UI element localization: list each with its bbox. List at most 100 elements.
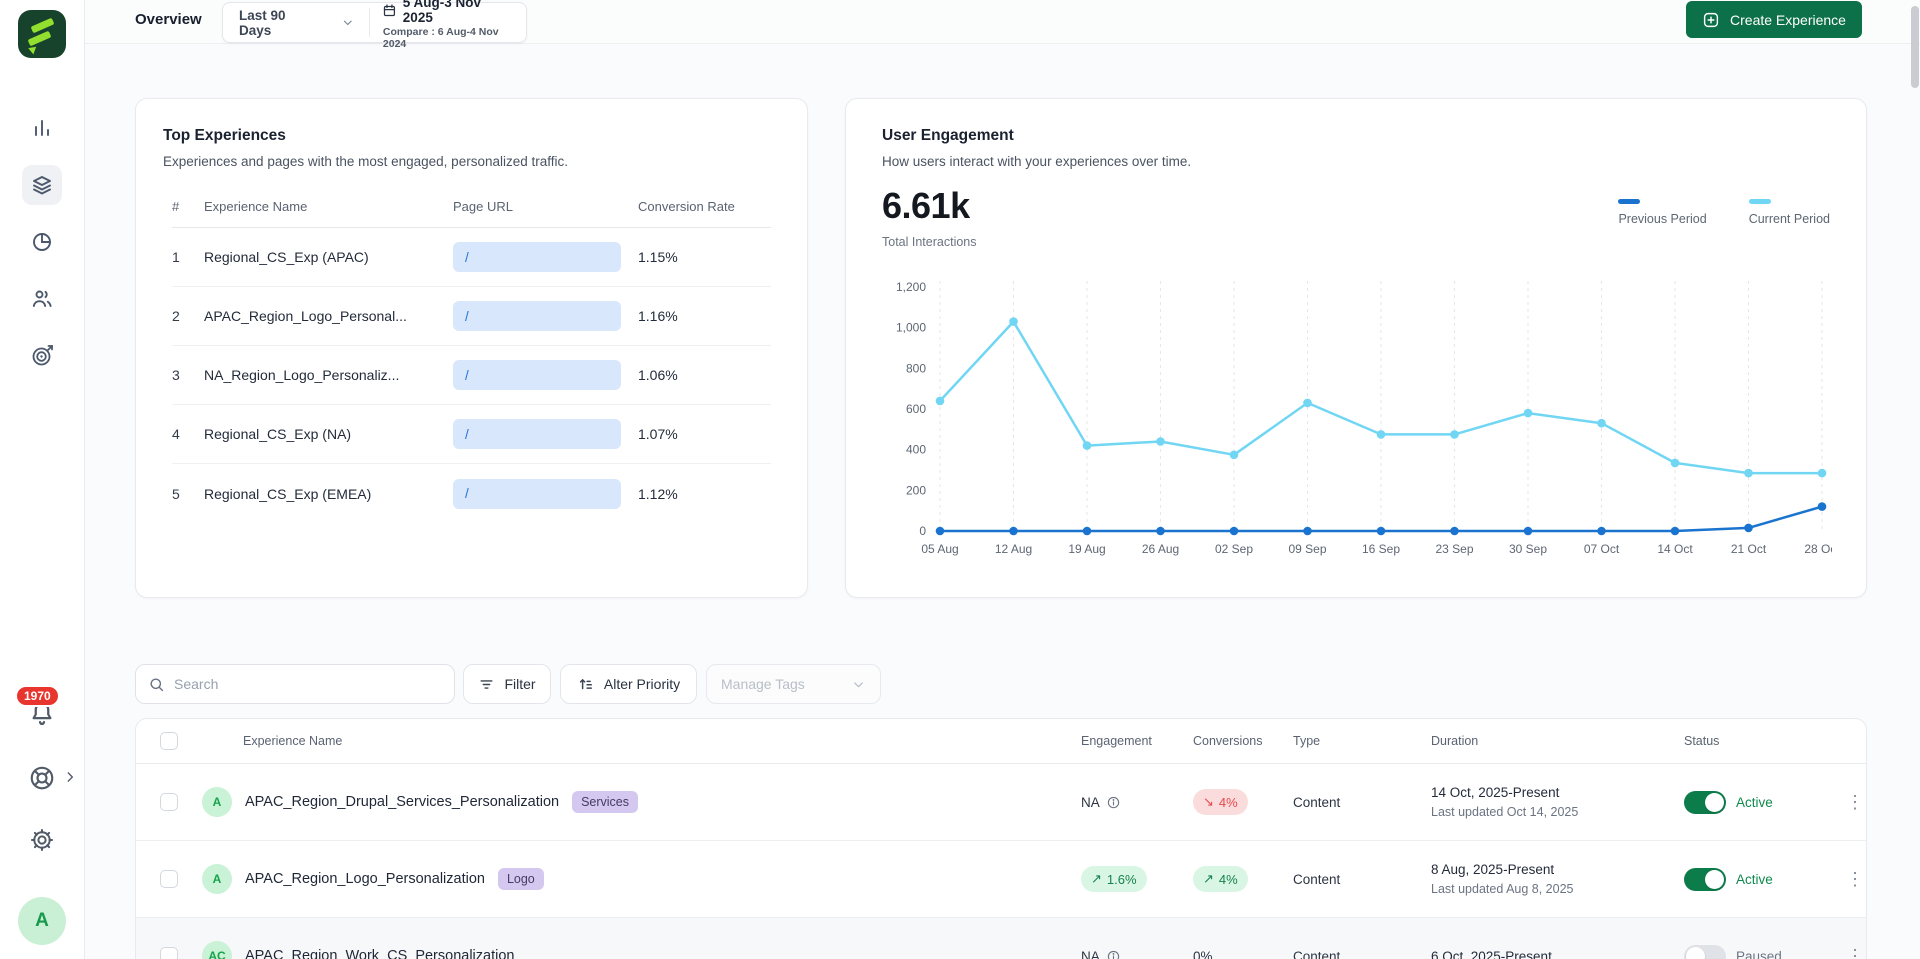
svg-text:05 Aug: 05 Aug	[921, 542, 958, 556]
page-url-pill[interactable]: /	[453, 419, 621, 449]
user-engagement-card: User Engagement How users interact with …	[845, 98, 1867, 598]
top-experiences-title: Top Experiences	[163, 127, 771, 145]
range-select-dropdown[interactable]: Last 90 Days	[223, 3, 369, 42]
experiences-table: Experience Name Engagement Conversions T…	[135, 718, 1867, 959]
app-logo[interactable]	[18, 10, 66, 58]
conversions-cell: ↗4%	[1193, 866, 1293, 892]
row-actions-button[interactable]: ⋮	[1842, 947, 1867, 959]
svg-text:09 Sep: 09 Sep	[1288, 542, 1326, 556]
svg-text:07 Oct: 07 Oct	[1584, 542, 1620, 556]
calendar-icon	[382, 3, 397, 18]
legend-label: Current Period	[1749, 212, 1830, 226]
sidebar-item-goals[interactable]	[22, 336, 62, 376]
row-actions-button[interactable]: ⋮	[1842, 793, 1867, 811]
target-icon	[29, 343, 55, 369]
table-row[interactable]: 2APAC_Region_Logo_Personal.../1.16%	[172, 287, 771, 346]
date-range-display[interactable]: 5 Aug-3 Nov 2025 Compare : 6 Aug-4 Nov 2…	[370, 3, 526, 42]
scrollbar-thumb[interactable]	[1911, 6, 1919, 88]
svg-text:19 Aug: 19 Aug	[1068, 542, 1105, 556]
type-cell: Content	[1293, 872, 1431, 887]
search-icon	[148, 676, 165, 693]
select-all-checkbox[interactable]	[160, 732, 178, 750]
svg-text:16 Sep: 16 Sep	[1362, 542, 1400, 556]
filter-icon	[478, 676, 495, 693]
experience-rank: 5	[172, 486, 204, 502]
sidebar: 1970 A	[0, 0, 85, 959]
svg-text:12 Aug: 12 Aug	[995, 542, 1032, 556]
experience-name: APAC_Region_Logo_Personalization	[245, 871, 485, 887]
engagement-cell: NA	[1081, 949, 1193, 959]
row-checkbox[interactable]	[160, 793, 178, 811]
experience-name-cell: AAPAC_Region_Drupal_Services_Personaliza…	[202, 787, 1081, 817]
account-avatar[interactable]: A	[18, 897, 66, 945]
manage-tags-dropdown[interactable]: Manage Tags	[706, 664, 881, 704]
conversion-rate-value: 1.06%	[638, 367, 773, 383]
chevron-down-icon	[341, 15, 355, 30]
column-conversion-rate: Conversion Rate	[638, 199, 773, 214]
table-row[interactable]: 4Regional_CS_Exp (NA)/1.07%	[172, 405, 771, 464]
table-row[interactable]: AAPAC_Region_Drupal_Services_Personaliza…	[136, 764, 1866, 841]
sidebar-item-experiences[interactable]	[22, 165, 62, 205]
sidebar-item-analytics[interactable]	[22, 108, 62, 148]
engagement-line-chart: 05 Aug12 Aug19 Aug26 Aug02 Sep09 Sep16 S…	[882, 251, 1832, 563]
main-content: Top Experiences Experiences and pages wi…	[85, 44, 1920, 959]
page-url-pill[interactable]: /	[453, 479, 621, 509]
user-engagement-subtitle: How users interact with your experiences…	[882, 154, 1830, 169]
conversion-rate-value: 1.07%	[638, 426, 773, 442]
notification-count-badge: 1970	[15, 685, 60, 707]
type-cell: Content	[1293, 949, 1431, 959]
svg-text:600: 600	[906, 402, 926, 416]
sidebar-item-reports[interactable]	[22, 222, 62, 262]
svg-text:200: 200	[906, 483, 926, 497]
bar-chart-icon	[30, 116, 54, 140]
column-experience-name: Experience Name	[204, 199, 453, 214]
row-actions-button[interactable]: ⋮	[1842, 870, 1867, 888]
logo-stripe	[31, 18, 55, 34]
row-checkbox[interactable]	[160, 947, 178, 959]
status-toggle[interactable]	[1684, 868, 1726, 891]
last-updated: Last updated Oct 14, 2025	[1431, 805, 1684, 819]
svg-text:1,000: 1,000	[896, 321, 926, 335]
experience-avatar: A	[202, 787, 232, 817]
status-cell: Paused	[1684, 945, 1842, 959]
column-duration: Duration	[1431, 734, 1684, 748]
table-row[interactable]: 5Regional_CS_Exp (EMEA)/1.12%	[172, 464, 771, 523]
status-toggle[interactable]	[1684, 945, 1726, 959]
experience-avatar: AC	[202, 941, 232, 959]
table-row[interactable]: AAPAC_Region_Logo_PersonalizationLogo↗1.…	[136, 841, 1866, 918]
top-experiences-header-row: # Experience Name Page URL Conversion Ra…	[172, 199, 771, 228]
legend-item: Previous Period	[1618, 199, 1706, 226]
page-url-pill[interactable]: /	[453, 360, 621, 390]
alter-priority-button[interactable]: Alter Priority	[560, 664, 697, 704]
type-cell: Content	[1293, 795, 1431, 810]
arrow-up-icon: ↗	[1203, 871, 1214, 887]
sidebar-item-audiences[interactable]	[22, 279, 62, 319]
row-checkbox[interactable]	[160, 870, 178, 888]
toggle-knob	[1686, 947, 1705, 959]
page-url-pill[interactable]: /	[453, 301, 621, 331]
help-button[interactable]	[27, 763, 57, 798]
notifications-button[interactable]: 1970	[27, 698, 57, 733]
chevron-right-icon[interactable]	[63, 770, 77, 784]
table-row[interactable]: 1Regional_CS_Exp (APAC)/1.15%	[172, 228, 771, 287]
table-row[interactable]: 3NA_Region_Logo_Personaliz.../1.06%	[172, 346, 771, 405]
toggle-knob	[1705, 870, 1724, 889]
experience-name: Regional_CS_Exp (EMEA)	[204, 486, 453, 502]
filter-button[interactable]: Filter	[463, 664, 551, 704]
page-url-pill[interactable]: /	[453, 242, 621, 272]
svg-text:28 Oct: 28 Oct	[1804, 542, 1832, 556]
search-input[interactable]	[174, 676, 442, 692]
settings-button[interactable]	[28, 826, 56, 859]
svg-text:02 Sep: 02 Sep	[1215, 542, 1253, 556]
column-engagement: Engagement	[1081, 734, 1193, 748]
trend-down-pill: ↘4%	[1193, 789, 1248, 815]
info-icon	[1106, 949, 1121, 959]
duration-range: 14 Oct, 2025-Present	[1431, 785, 1684, 800]
logo-stripe	[28, 44, 39, 55]
table-row[interactable]: ACAPAC_Region_Work_CS_PersonalizationNA0…	[136, 918, 1866, 959]
experience-name-cell: AAPAC_Region_Logo_PersonalizationLogo	[202, 864, 1081, 894]
status-toggle[interactable]	[1684, 791, 1726, 814]
create-experience-label: Create Experience	[1730, 12, 1846, 28]
create-experience-button[interactable]: Create Experience	[1686, 1, 1862, 38]
date-range-control: Last 90 Days 5 Aug-3 Nov 2025 Compare : …	[222, 2, 527, 43]
